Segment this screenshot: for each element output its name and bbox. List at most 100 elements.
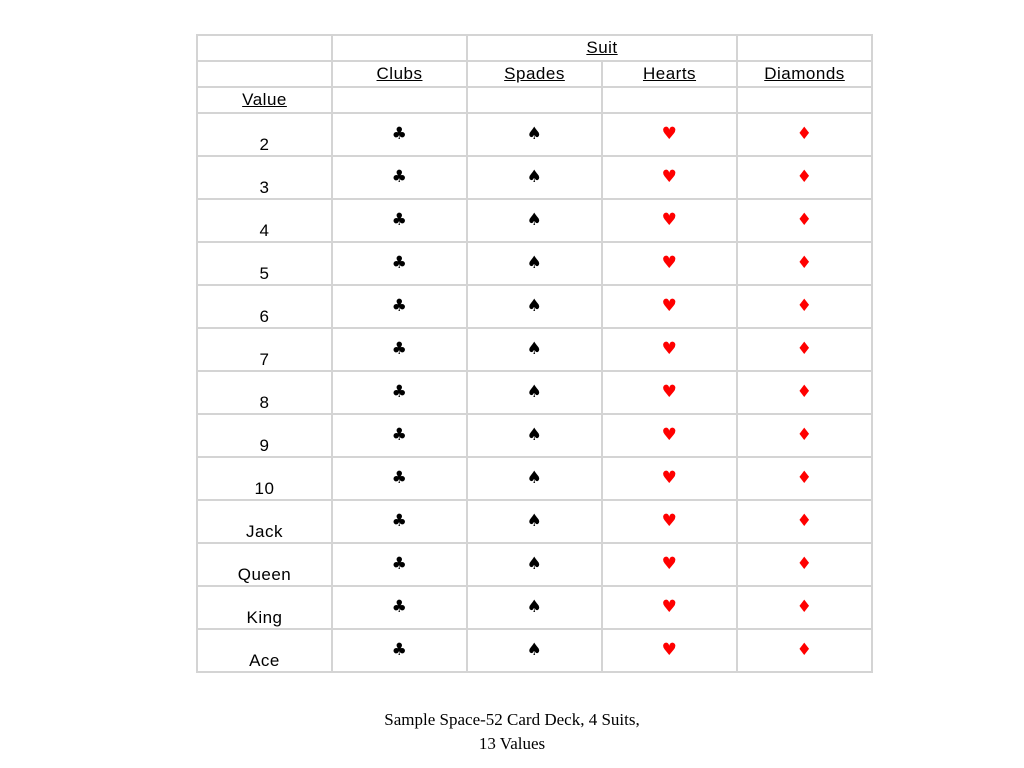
- card-value-row: 9 ♣ ♠ ♥ ♦: [196, 413, 874, 458]
- suit-header-cell: Suit: [465, 34, 739, 62]
- card-value-row: Jack ♣ ♠ ♥ ♦: [196, 499, 874, 544]
- heart-icon: ♥: [600, 198, 739, 243]
- heart-icon: ♥: [600, 112, 739, 157]
- caption-line-2: 13 Values: [478, 734, 546, 753]
- card-value-row: 8 ♣ ♠ ♥ ♦: [196, 370, 874, 415]
- heart-icon: ♥: [600, 499, 739, 544]
- heart-icon: ♥: [600, 284, 739, 329]
- suit-names-row: Clubs Spades Hearts Diamonds: [196, 60, 874, 88]
- club-icon: ♣: [331, 327, 468, 372]
- diamond-icon: ♦: [736, 241, 874, 286]
- suit-name-cell: Clubs: [331, 60, 468, 88]
- spade-icon: ♠: [466, 284, 603, 329]
- diamond-icon: ♦: [736, 370, 874, 415]
- card-value-row: 4 ♣ ♠ ♥ ♦: [196, 198, 874, 243]
- diamond-icon: ♦: [736, 628, 874, 673]
- value-header-row: Value: [196, 86, 874, 114]
- spade-icon: ♠: [466, 585, 603, 630]
- value-cell: 9: [196, 413, 333, 458]
- spade-icon: ♠: [466, 327, 603, 372]
- card-value-row: King ♣ ♠ ♥ ♦: [196, 585, 874, 630]
- value-cell: 10: [196, 456, 333, 501]
- club-icon: ♣: [331, 628, 468, 673]
- value-cell: 8: [196, 370, 333, 415]
- value-cell: 2: [196, 112, 333, 157]
- heart-icon: ♥: [600, 241, 739, 286]
- card-value-row: 6 ♣ ♠ ♥ ♦: [196, 284, 874, 329]
- value-cell: Ace: [196, 628, 333, 673]
- club-icon: ♣: [331, 370, 468, 415]
- suit-label: Suit: [586, 38, 618, 57]
- heart-icon: ♥: [600, 542, 739, 587]
- empty-cell: [600, 86, 739, 114]
- value-label: Value: [242, 90, 287, 109]
- club-icon: ♣: [331, 112, 468, 157]
- suit-name-cell: Spades: [466, 60, 603, 88]
- value-cell: 7: [196, 327, 333, 372]
- club-icon: ♣: [331, 542, 468, 587]
- spade-icon: ♠: [466, 499, 603, 544]
- card-value-row: 10 ♣ ♠ ♥ ♦: [196, 456, 874, 501]
- club-icon: ♣: [331, 155, 468, 200]
- club-icon: ♣: [331, 585, 468, 630]
- card-value-row: 5 ♣ ♠ ♥ ♦: [196, 241, 874, 286]
- heart-icon: ♥: [600, 456, 739, 501]
- suit-header-row: Suit: [196, 34, 874, 62]
- spade-icon: ♠: [466, 198, 603, 243]
- diamond-icon: ♦: [736, 327, 874, 372]
- club-icon: ♣: [331, 198, 468, 243]
- diamond-icon: ♦: [736, 155, 874, 200]
- club-icon: ♣: [331, 499, 468, 544]
- heart-icon: ♥: [600, 370, 739, 415]
- diamond-icon: ♦: [736, 585, 874, 630]
- spade-icon: ♠: [466, 370, 603, 415]
- value-cell: King: [196, 585, 333, 630]
- card-value-row: 3 ♣ ♠ ♥ ♦: [196, 155, 874, 200]
- value-cell: 5: [196, 241, 333, 286]
- diamond-icon: ♦: [736, 499, 874, 544]
- spade-icon: ♠: [466, 456, 603, 501]
- card-deck-table: Suit Clubs Spades Hearts Diamonds Value …: [196, 34, 874, 673]
- empty-cell: [736, 34, 874, 62]
- heart-icon: ♥: [600, 585, 739, 630]
- card-value-row: Ace ♣ ♠ ♥ ♦: [196, 628, 874, 673]
- heart-icon: ♥: [600, 327, 739, 372]
- heart-icon: ♥: [600, 155, 739, 200]
- spade-icon: ♠: [466, 112, 603, 157]
- empty-cell: [736, 86, 874, 114]
- value-cell: 4: [196, 198, 333, 243]
- value-cell: 6: [196, 284, 333, 329]
- suit-name-diamonds: Diamonds: [764, 64, 845, 83]
- club-icon: ♣: [331, 284, 468, 329]
- club-icon: ♣: [331, 413, 468, 458]
- heart-icon: ♥: [600, 413, 739, 458]
- value-header-cell: Value: [196, 86, 333, 114]
- diamond-icon: ♦: [736, 456, 874, 501]
- spade-icon: ♠: [466, 155, 603, 200]
- diamond-icon: ♦: [736, 413, 874, 458]
- card-value-row: Queen ♣ ♠ ♥ ♦: [196, 542, 874, 587]
- empty-cell: [331, 34, 468, 62]
- club-icon: ♣: [331, 456, 468, 501]
- suit-name-spades: Spades: [504, 64, 565, 83]
- card-value-row: 2 ♣ ♠ ♥ ♦: [196, 112, 874, 157]
- value-cell: Jack: [196, 499, 333, 544]
- suit-name-clubs: Clubs: [376, 64, 423, 83]
- club-icon: ♣: [331, 241, 468, 286]
- empty-cell: [466, 86, 603, 114]
- card-value-row: 7 ♣ ♠ ♥ ♦: [196, 327, 874, 372]
- spade-icon: ♠: [466, 542, 603, 587]
- value-cell: Queen: [196, 542, 333, 587]
- heart-icon: ♥: [600, 628, 739, 673]
- diamond-icon: ♦: [736, 542, 874, 587]
- spade-icon: ♠: [466, 628, 603, 673]
- spade-icon: ♠: [466, 241, 603, 286]
- diamond-icon: ♦: [736, 112, 874, 157]
- empty-cell: [196, 60, 333, 88]
- suit-name-hearts: Hearts: [642, 64, 697, 83]
- suit-name-cell: Diamonds: [736, 60, 874, 88]
- value-cell: 3: [196, 155, 333, 200]
- diamond-icon: ♦: [736, 198, 874, 243]
- caption: Sample Space-52 Card Deck, 4 Suits, 13 V…: [312, 708, 712, 756]
- empty-cell: [196, 34, 333, 62]
